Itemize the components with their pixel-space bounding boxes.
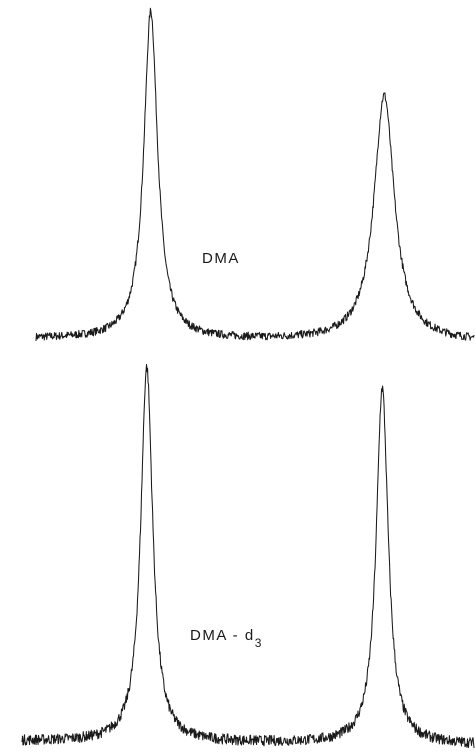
spectrum-label-dma-d3: DMA - d3 bbox=[190, 627, 263, 650]
spectrum-dma: DMA bbox=[35, 7, 475, 342]
spectrum-dma-d3: DMA - d3 bbox=[21, 364, 475, 749]
spectrum-label-dma: DMA bbox=[202, 250, 240, 267]
spectrum-trace-dma bbox=[35, 7, 475, 342]
spectrum-trace-dma-d3 bbox=[21, 364, 475, 749]
